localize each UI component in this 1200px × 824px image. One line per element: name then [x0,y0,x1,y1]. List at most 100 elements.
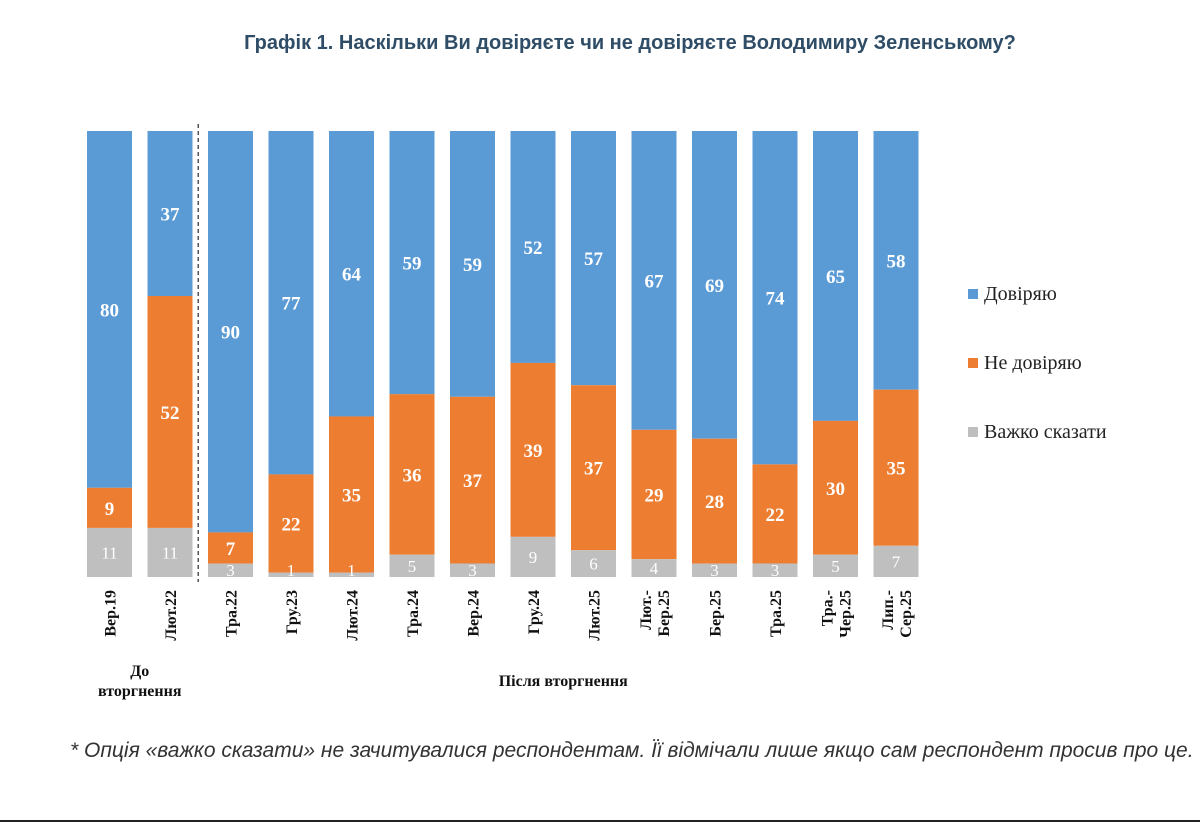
category-label-line: Бер.25 [708,590,725,637]
bar-trust-10 [692,131,737,439]
bar-trust-12 [813,131,858,421]
category-label-line: Лют.24 [345,590,362,641]
category-label-line: Вер.19 [103,590,120,637]
value-label-trust-7: 52 [524,238,543,259]
bar-trust-11 [752,131,798,465]
value-label-hard-to-say-5: 5 [408,557,417,576]
category-label-line: Тра.25 [768,590,785,637]
category-label-12: Тра.- Чер.25 [820,590,855,638]
category-label-line: Бер.25 [656,590,673,637]
value-label-trust-9: 67 [645,271,665,292]
bar-trust-6 [450,131,495,397]
bar-distrust-6 [450,396,495,564]
value-label-distrust-6: 37 [463,471,483,492]
category-label-line: Лют.25 [587,590,604,641]
value-label-hard-to-say-10: 3 [710,561,719,580]
category-label-line: Тра.- [820,590,837,626]
category-label-line: Гру.23 [284,590,301,634]
category-labels-layer: Вер.19 Лют.22 Тра.22 Гру.23 Лют.24 Тра.24 Вер.… [103,590,916,641]
value-label-distrust-8: 37 [584,459,604,480]
category-label-10: Бер.25 [708,590,725,637]
bar-trust-1 [147,131,193,297]
category-label-3: Гру.23 [284,590,301,634]
value-label-hard-to-say-6: 3 [468,561,477,580]
bar-hard-to-say-8 [571,550,616,577]
value-label-hard-to-say-7: 9 [529,548,538,567]
value-label-distrust-0: 9 [105,499,115,520]
legend-label-2: Важко сказати [984,421,1107,443]
value-label-trust-1: 37 [161,205,181,226]
value-label-distrust-2: 7 [226,539,236,560]
bar-distrust-9 [631,429,677,560]
value-label-hard-to-say-0: 11 [101,543,117,562]
bar-distrust-2 [208,532,253,564]
group-label-0: вторгнення [98,683,182,700]
bar-trust-8 [571,131,616,386]
bar-trust-0 [87,131,132,488]
category-label-13: Лип.- Сер.25 [880,590,915,638]
value-label-distrust-1: 52 [161,403,180,424]
bar-trust-7 [510,131,556,363]
bar-hard-to-say-3 [268,572,314,577]
bar-hard-to-say-11 [752,563,798,577]
value-label-hard-to-say-8: 6 [589,555,598,574]
category-label-0: Вер.19 [103,590,120,637]
bar-distrust-5 [389,394,435,555]
group-labels-layer: До вторгнення Після вторгнення [98,663,628,700]
bars-layer [87,131,919,577]
bar-hard-to-say-0 [87,527,132,577]
bar-hard-to-say-12 [813,554,858,577]
value-label-distrust-13: 35 [887,459,906,480]
bar-distrust-12 [813,420,858,555]
category-label-11: Тра.25 [768,590,785,637]
value-label-trust-12: 65 [826,267,845,288]
value-label-trust-8: 57 [584,249,604,270]
bar-hard-to-say-5 [389,554,435,577]
category-label-4: Лют.24 [345,590,362,641]
value-label-hard-to-say-11: 3 [771,561,780,580]
bar-hard-to-say-2 [208,563,253,577]
bar-hard-to-say-10 [692,563,737,577]
footnote-text: * Опція «важко сказати» не зачитувалися … [70,739,1194,762]
value-label-trust-6: 59 [463,255,482,276]
bar-hard-to-say-9 [631,559,677,577]
category-label-line: Лют.22 [163,590,180,641]
group-label-0: До [130,663,149,680]
bar-distrust-11 [752,464,798,564]
bar-trust-5 [389,131,435,395]
value-label-distrust-9: 29 [645,485,664,506]
value-label-hard-to-say-13: 7 [892,552,901,571]
value-label-trust-11: 74 [766,289,786,310]
value-label-trust-10: 69 [705,276,724,297]
value-label-distrust-12: 30 [826,479,845,500]
bar-distrust-1 [147,296,193,528]
chart-title: Графік 1. Наскільки Ви довіряєте чи не д… [244,32,1016,54]
bar-trust-4 [329,131,374,417]
category-label-line: Чер.25 [838,590,855,638]
value-label-hard-to-say-2: 3 [226,561,235,580]
category-label-6: Вер.24 [466,590,483,637]
category-label-5: Тра.24 [405,590,422,637]
bar-distrust-4 [329,416,374,573]
legend-swatch-0 [968,289,978,299]
value-label-trust-3: 77 [282,294,302,315]
value-labels-layer: 8091137521190737722164351593655937352399… [100,205,906,580]
value-label-trust-5: 59 [403,254,422,275]
value-label-trust-2: 90 [221,323,240,344]
bar-hard-to-say-6 [450,563,495,577]
category-label-line: Сер.25 [898,590,915,638]
value-label-distrust-11: 22 [766,505,785,526]
category-label-line: Вер.24 [466,590,483,637]
bar-trust-3 [268,131,314,475]
value-label-hard-to-say-1: 11 [162,543,178,562]
category-label-7: Гру.24 [526,590,543,634]
category-label-line: Тра.22 [224,590,241,637]
bar-hard-to-say-1 [147,527,193,577]
value-label-trust-4: 64 [342,265,362,286]
bar-hard-to-say-7 [510,536,556,577]
footnote: * Опція «важко сказати» не зачитувалися … [22,732,1200,769]
category-label-line: Гру.24 [526,590,543,634]
legend: Довіряю Не довіряю Важко сказати [968,283,1107,443]
category-label-line: Тра.24 [405,590,422,637]
bar-trust-13 [873,131,919,390]
